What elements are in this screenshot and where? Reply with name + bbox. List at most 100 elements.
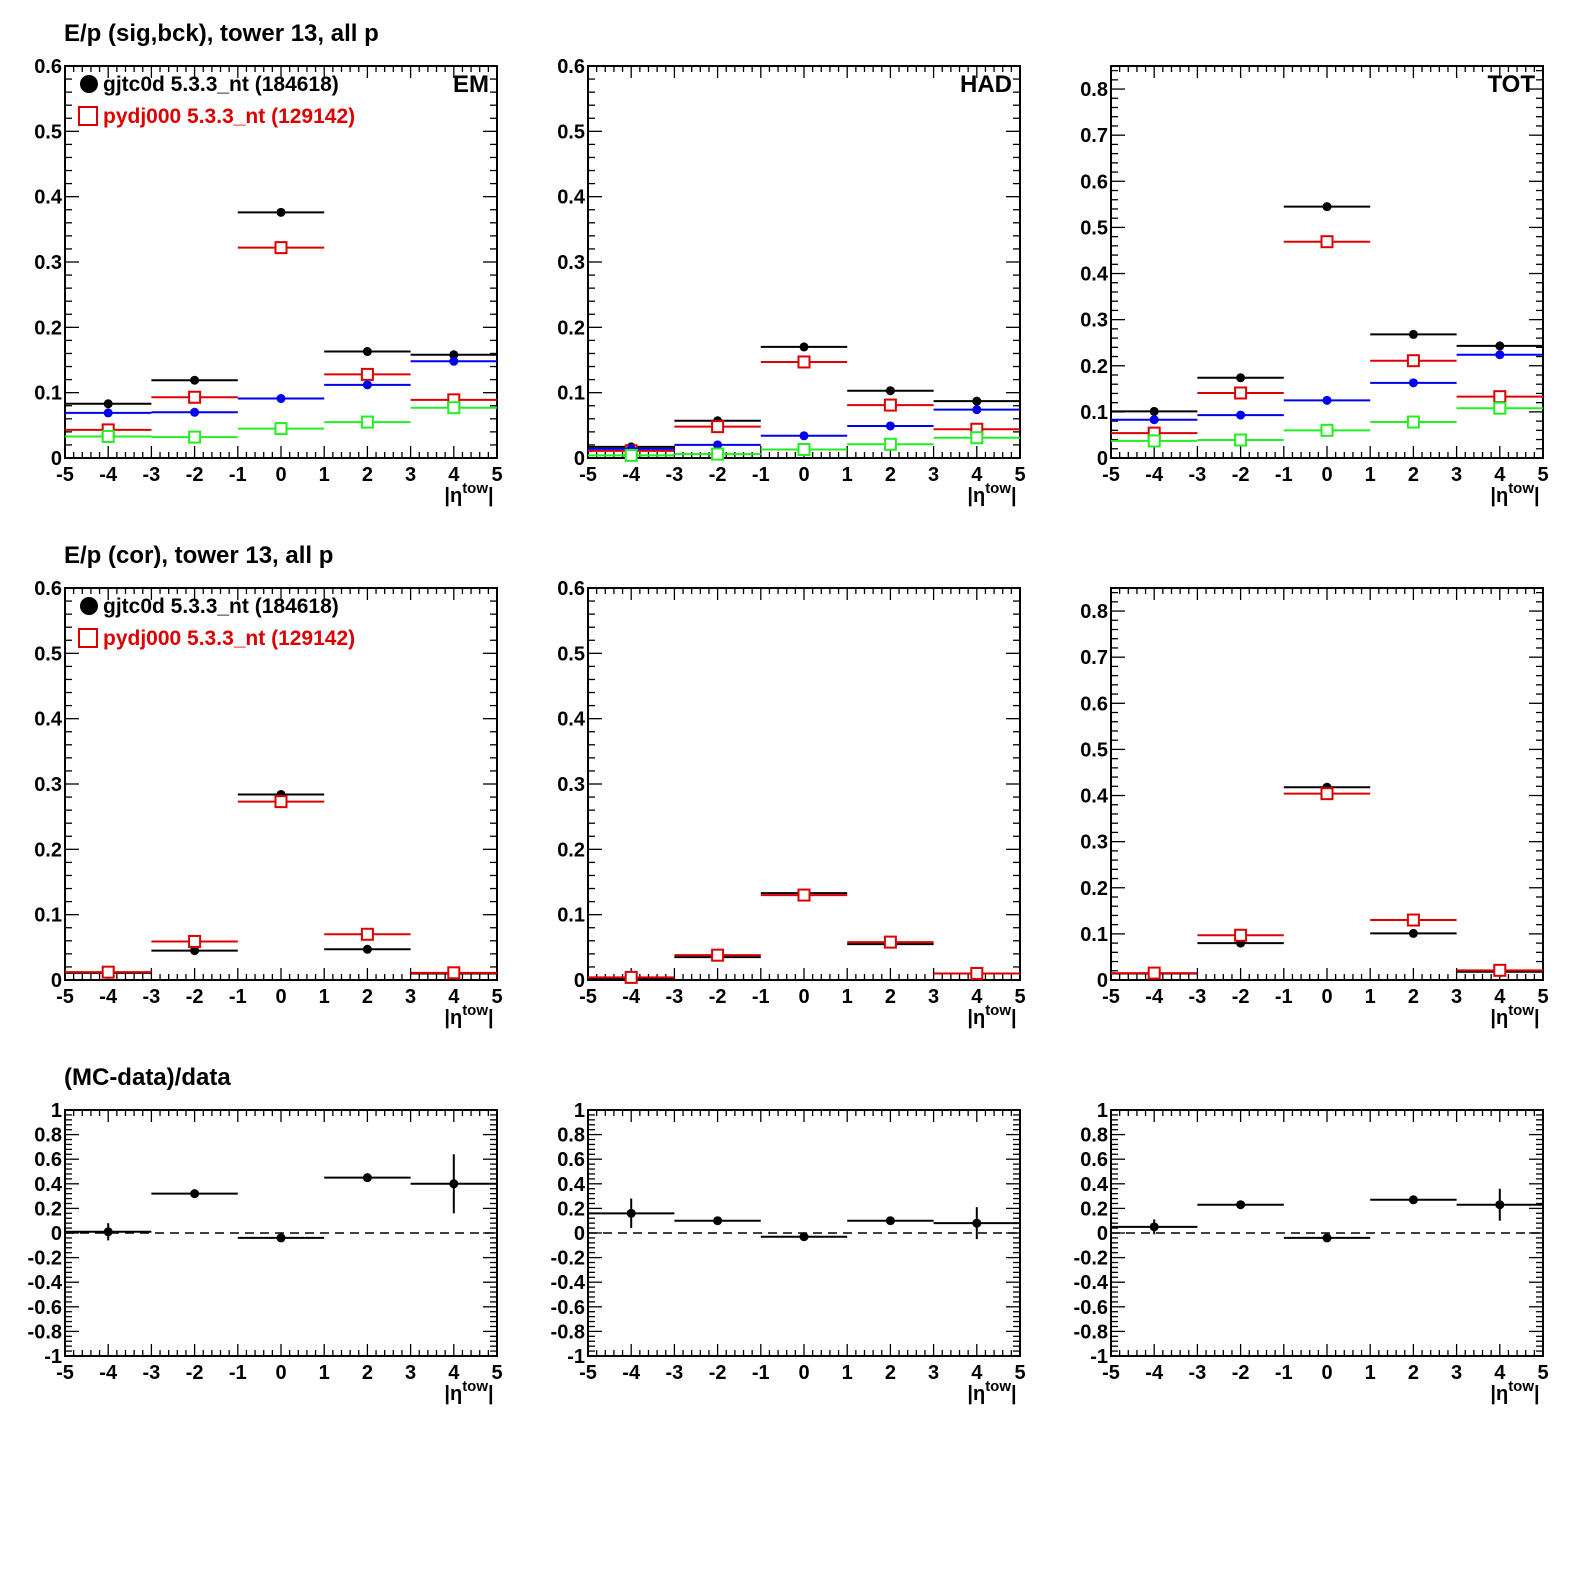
x-tick-label: 0 xyxy=(798,1362,809,1384)
x-axis-label: |ηtow| xyxy=(1490,1378,1539,1405)
data-point xyxy=(624,970,638,984)
plot-frame xyxy=(587,587,1021,981)
y-tick-label: 0 xyxy=(51,448,62,470)
data-point xyxy=(970,431,984,445)
x-tick-label: 0 xyxy=(275,986,286,1008)
y-tick-label: 0.6 xyxy=(1080,693,1108,715)
plot-frame xyxy=(587,65,1021,459)
y-tick-label: 0.1 xyxy=(557,383,585,405)
data-point xyxy=(1236,410,1246,420)
data-point xyxy=(1495,350,1505,360)
data-point xyxy=(274,422,288,436)
y-tick-label: 0.2 xyxy=(1080,356,1108,378)
y-tick-label: 0.5 xyxy=(1080,739,1108,761)
data-point xyxy=(1234,928,1248,942)
x-tick-label: -1 xyxy=(229,986,247,1008)
y-tick-label: 0 xyxy=(51,970,62,992)
data-point xyxy=(799,342,809,352)
x-tick-label: -3 xyxy=(143,1362,161,1384)
data-point xyxy=(970,966,984,980)
legend-entry: gjtc0d 5.3.3_nt (184618) xyxy=(103,595,339,618)
x-tick-label: -3 xyxy=(666,464,684,486)
x-tick-label: 4 xyxy=(1494,986,1506,1008)
data-point xyxy=(711,948,725,962)
data-point xyxy=(274,241,288,255)
y-tick-label: 0.5 xyxy=(557,121,585,143)
y-tick-label: 0 xyxy=(574,1223,585,1245)
x-axis-label: |ηtow| xyxy=(967,480,1016,507)
x-tick-label: 0 xyxy=(275,464,286,486)
y-tick-label: -1 xyxy=(567,1346,585,1368)
data-point xyxy=(626,1208,636,1218)
x-axis-label: |ηtow| xyxy=(1490,1002,1539,1029)
data-point xyxy=(1408,928,1418,938)
x-tick-label: -3 xyxy=(1189,986,1207,1008)
x-tick-label: 3 xyxy=(405,986,416,1008)
y-tick-label: 0.2 xyxy=(1080,878,1108,900)
x-tick-label: 1 xyxy=(842,464,853,486)
x-tick-label: 3 xyxy=(928,1362,939,1384)
x-tick-label: 0 xyxy=(1321,1362,1332,1384)
y-tick-label: 0.2 xyxy=(557,1198,585,1220)
corner-label: HAD xyxy=(960,71,1012,98)
x-tick-label: -5 xyxy=(56,1362,74,1384)
data-point xyxy=(972,1218,982,1228)
legend-marker xyxy=(78,106,98,126)
x-tick-label: 3 xyxy=(1451,464,1462,486)
y-tick-label: 0.4 xyxy=(1080,786,1109,808)
x-tick-label: -1 xyxy=(1275,986,1293,1008)
data-point xyxy=(1320,423,1334,437)
y-tick-label: 0.2 xyxy=(557,839,585,861)
legend-marker xyxy=(78,628,98,648)
x-tick-label: 1 xyxy=(1365,464,1376,486)
y-tick-label: 0.1 xyxy=(557,905,585,927)
y-tick-label: -0.8 xyxy=(1074,1321,1108,1343)
data-point xyxy=(190,407,200,417)
y-tick-label: 0.6 xyxy=(34,56,62,78)
y-tick-label: 0.7 xyxy=(1080,647,1108,669)
y-tick-label: 0.6 xyxy=(34,578,62,600)
x-tick-label: -2 xyxy=(1232,1362,1250,1384)
y-tick-label: 0.2 xyxy=(1080,1198,1108,1220)
chart-cor-tot: -5 -4 -3 -2 -1 0 1 2 3 4 5 0 0.1 0.2 0.3 0.4 0.5 0.6 0.7 0.… xyxy=(1080,587,1549,1029)
data-point xyxy=(101,965,115,979)
y-tick-label: 0 xyxy=(51,1223,62,1245)
y-tick-label: 0.3 xyxy=(1080,832,1108,854)
y-tick-label: 0.5 xyxy=(1080,217,1108,239)
x-tick-label: -5 xyxy=(579,1362,597,1384)
x-tick-label: -2 xyxy=(1232,986,1250,1008)
x-tick-label: 1 xyxy=(842,1362,853,1384)
data-point xyxy=(711,447,725,461)
y-tick-label: 0.8 xyxy=(1080,1125,1108,1147)
data-point xyxy=(797,355,811,369)
y-tick-label: -0.8 xyxy=(551,1321,585,1343)
data-point xyxy=(1408,378,1418,388)
y-tick-label: 0.4 xyxy=(34,187,63,209)
corner-label: TOT xyxy=(1487,71,1535,98)
legend-entry: pydj000 5.3.3_nt (129142) xyxy=(103,105,355,128)
data-point xyxy=(1147,434,1161,448)
x-tick-label: 1 xyxy=(1365,1362,1376,1384)
x-tick-label: -5 xyxy=(579,986,597,1008)
x-tick-label: -3 xyxy=(1189,1362,1207,1384)
data-point xyxy=(1149,1222,1159,1232)
chart-ratio-tot: -5 -4 -3 -2 -1 0 1 2 3 4 5-1-0.8-0.6-0.4-0.200.20.… xyxy=(1074,1100,1549,1405)
x-axis-label: |ηtow| xyxy=(444,1002,493,1029)
chart-cor-had: -5 -4 -3 -2 -1 0 1 2 3 4 5 0 0.1 0.2 0.3 0.4 0.5 0.6 |ηtow… xyxy=(557,578,1025,1029)
x-tick-label: 2 xyxy=(885,1362,896,1384)
data-point xyxy=(883,398,897,412)
x-tick-label: 2 xyxy=(1408,1362,1419,1384)
x-tick-label: -3 xyxy=(143,464,161,486)
chart-sigbck-had: -5 -4 -3 -2 -1 0 1 2 3 4 5 0 0.1 0.2 0.3 0.4 0.5 0.6 |ηtow… xyxy=(557,56,1025,507)
data-point xyxy=(1493,963,1507,977)
data-point xyxy=(1320,787,1334,801)
x-tick-label: 4 xyxy=(448,986,460,1008)
x-tick-label: 3 xyxy=(928,986,939,1008)
chart-ratio-had: -5 -4 -3 -2 -1 0 1 2 3 4 5-1-0.8-0.6-0.4-0.200.20.… xyxy=(551,1100,1026,1405)
y-tick-label: 0 xyxy=(574,448,585,470)
x-tick-label: 2 xyxy=(885,464,896,486)
y-tick-label: 0.6 xyxy=(557,578,585,600)
x-tick-label: -1 xyxy=(752,1362,770,1384)
data-point xyxy=(276,394,286,404)
data-point xyxy=(1147,966,1161,980)
